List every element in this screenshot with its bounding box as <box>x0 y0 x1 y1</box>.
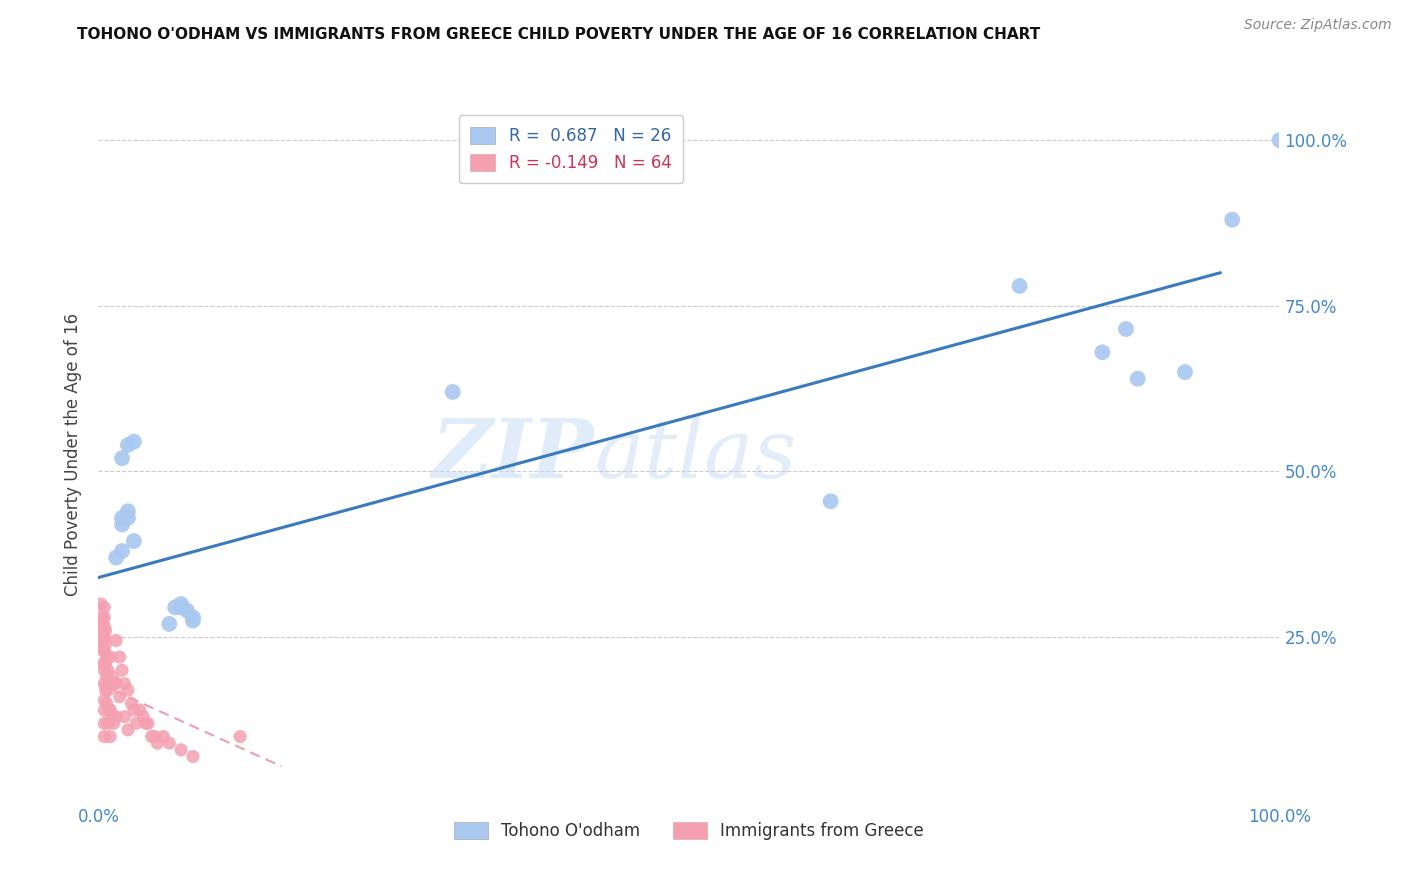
Point <box>105 676 128 690</box>
Point <box>91 630 114 644</box>
Point <box>93 600 115 615</box>
Text: atlas: atlas <box>595 415 797 495</box>
Point <box>90 597 112 611</box>
Point <box>93 610 115 624</box>
Point <box>125 716 148 731</box>
Point <box>91 633 114 648</box>
Point <box>112 676 135 690</box>
Point <box>93 730 115 744</box>
Point <box>93 643 115 657</box>
Point <box>97 663 120 677</box>
Point <box>93 716 115 731</box>
Point <box>98 730 121 744</box>
Point <box>94 637 117 651</box>
Point <box>157 736 180 750</box>
Point <box>93 663 115 677</box>
Point <box>111 544 134 558</box>
Point <box>132 709 155 723</box>
Point <box>111 517 134 532</box>
Point <box>1008 279 1031 293</box>
Text: TOHONO O'ODHAM VS IMMIGRANTS FROM GREECE CHILD POVERTY UNDER THE AGE OF 16 CORRE: TOHONO O'ODHAM VS IMMIGRANTS FROM GREECE… <box>77 27 1040 42</box>
Point <box>1220 212 1243 227</box>
Point <box>229 730 252 744</box>
Point <box>170 743 193 757</box>
Point <box>97 683 120 698</box>
Point <box>93 630 115 644</box>
Point <box>91 657 114 671</box>
Point <box>98 676 121 690</box>
Point <box>97 716 120 731</box>
Point <box>105 633 128 648</box>
Point <box>91 643 114 657</box>
Point <box>181 749 204 764</box>
Point <box>94 683 117 698</box>
Point <box>117 511 139 525</box>
Point <box>103 676 125 690</box>
Point <box>93 620 115 634</box>
Text: ZIP: ZIP <box>432 415 595 495</box>
Point <box>101 709 124 723</box>
Point <box>93 703 115 717</box>
Point <box>105 709 128 723</box>
Text: Source: ZipAtlas.com: Source: ZipAtlas.com <box>1244 18 1392 32</box>
Legend: Tohono O'odham, Immigrants from Greece: Tohono O'odham, Immigrants from Greece <box>447 815 931 847</box>
Point <box>117 683 139 698</box>
Point <box>112 709 135 723</box>
Point <box>98 650 121 665</box>
Point <box>98 703 121 717</box>
Point <box>93 693 115 707</box>
Point <box>165 600 187 615</box>
Point <box>103 716 125 731</box>
Point <box>1174 365 1197 379</box>
Point <box>176 604 198 618</box>
Point <box>108 690 131 704</box>
Point <box>117 438 139 452</box>
Point <box>111 451 134 466</box>
Point <box>101 670 124 684</box>
Point <box>122 703 145 717</box>
Point <box>135 716 157 731</box>
Point <box>105 550 128 565</box>
Point <box>143 730 166 744</box>
Point <box>96 650 118 665</box>
Point <box>152 730 174 744</box>
Point <box>94 624 117 638</box>
Point <box>117 504 139 518</box>
Y-axis label: Child Poverty Under the Age of 16: Child Poverty Under the Age of 16 <box>63 313 82 597</box>
Point <box>111 511 134 525</box>
Point <box>441 384 464 399</box>
Point <box>94 657 117 671</box>
Point <box>1115 322 1137 336</box>
Point <box>96 670 118 684</box>
Point <box>122 534 145 549</box>
Point <box>121 697 143 711</box>
Point <box>111 663 134 677</box>
Point <box>146 736 169 750</box>
Point <box>1091 345 1114 359</box>
Point <box>141 730 163 744</box>
Point <box>170 597 193 611</box>
Point <box>117 723 139 737</box>
Point <box>108 650 131 665</box>
Point <box>122 434 145 449</box>
Point <box>181 610 204 624</box>
Point <box>98 703 121 717</box>
Point <box>820 494 842 508</box>
Point <box>1268 133 1291 147</box>
Point <box>136 716 159 731</box>
Point <box>170 600 193 615</box>
Point <box>181 614 204 628</box>
Point <box>91 616 114 631</box>
Point <box>96 697 118 711</box>
Point <box>1126 372 1149 386</box>
Point <box>128 703 150 717</box>
Point <box>98 676 121 690</box>
Point <box>91 610 114 624</box>
Point <box>157 616 180 631</box>
Point <box>91 620 114 634</box>
Point <box>93 676 115 690</box>
